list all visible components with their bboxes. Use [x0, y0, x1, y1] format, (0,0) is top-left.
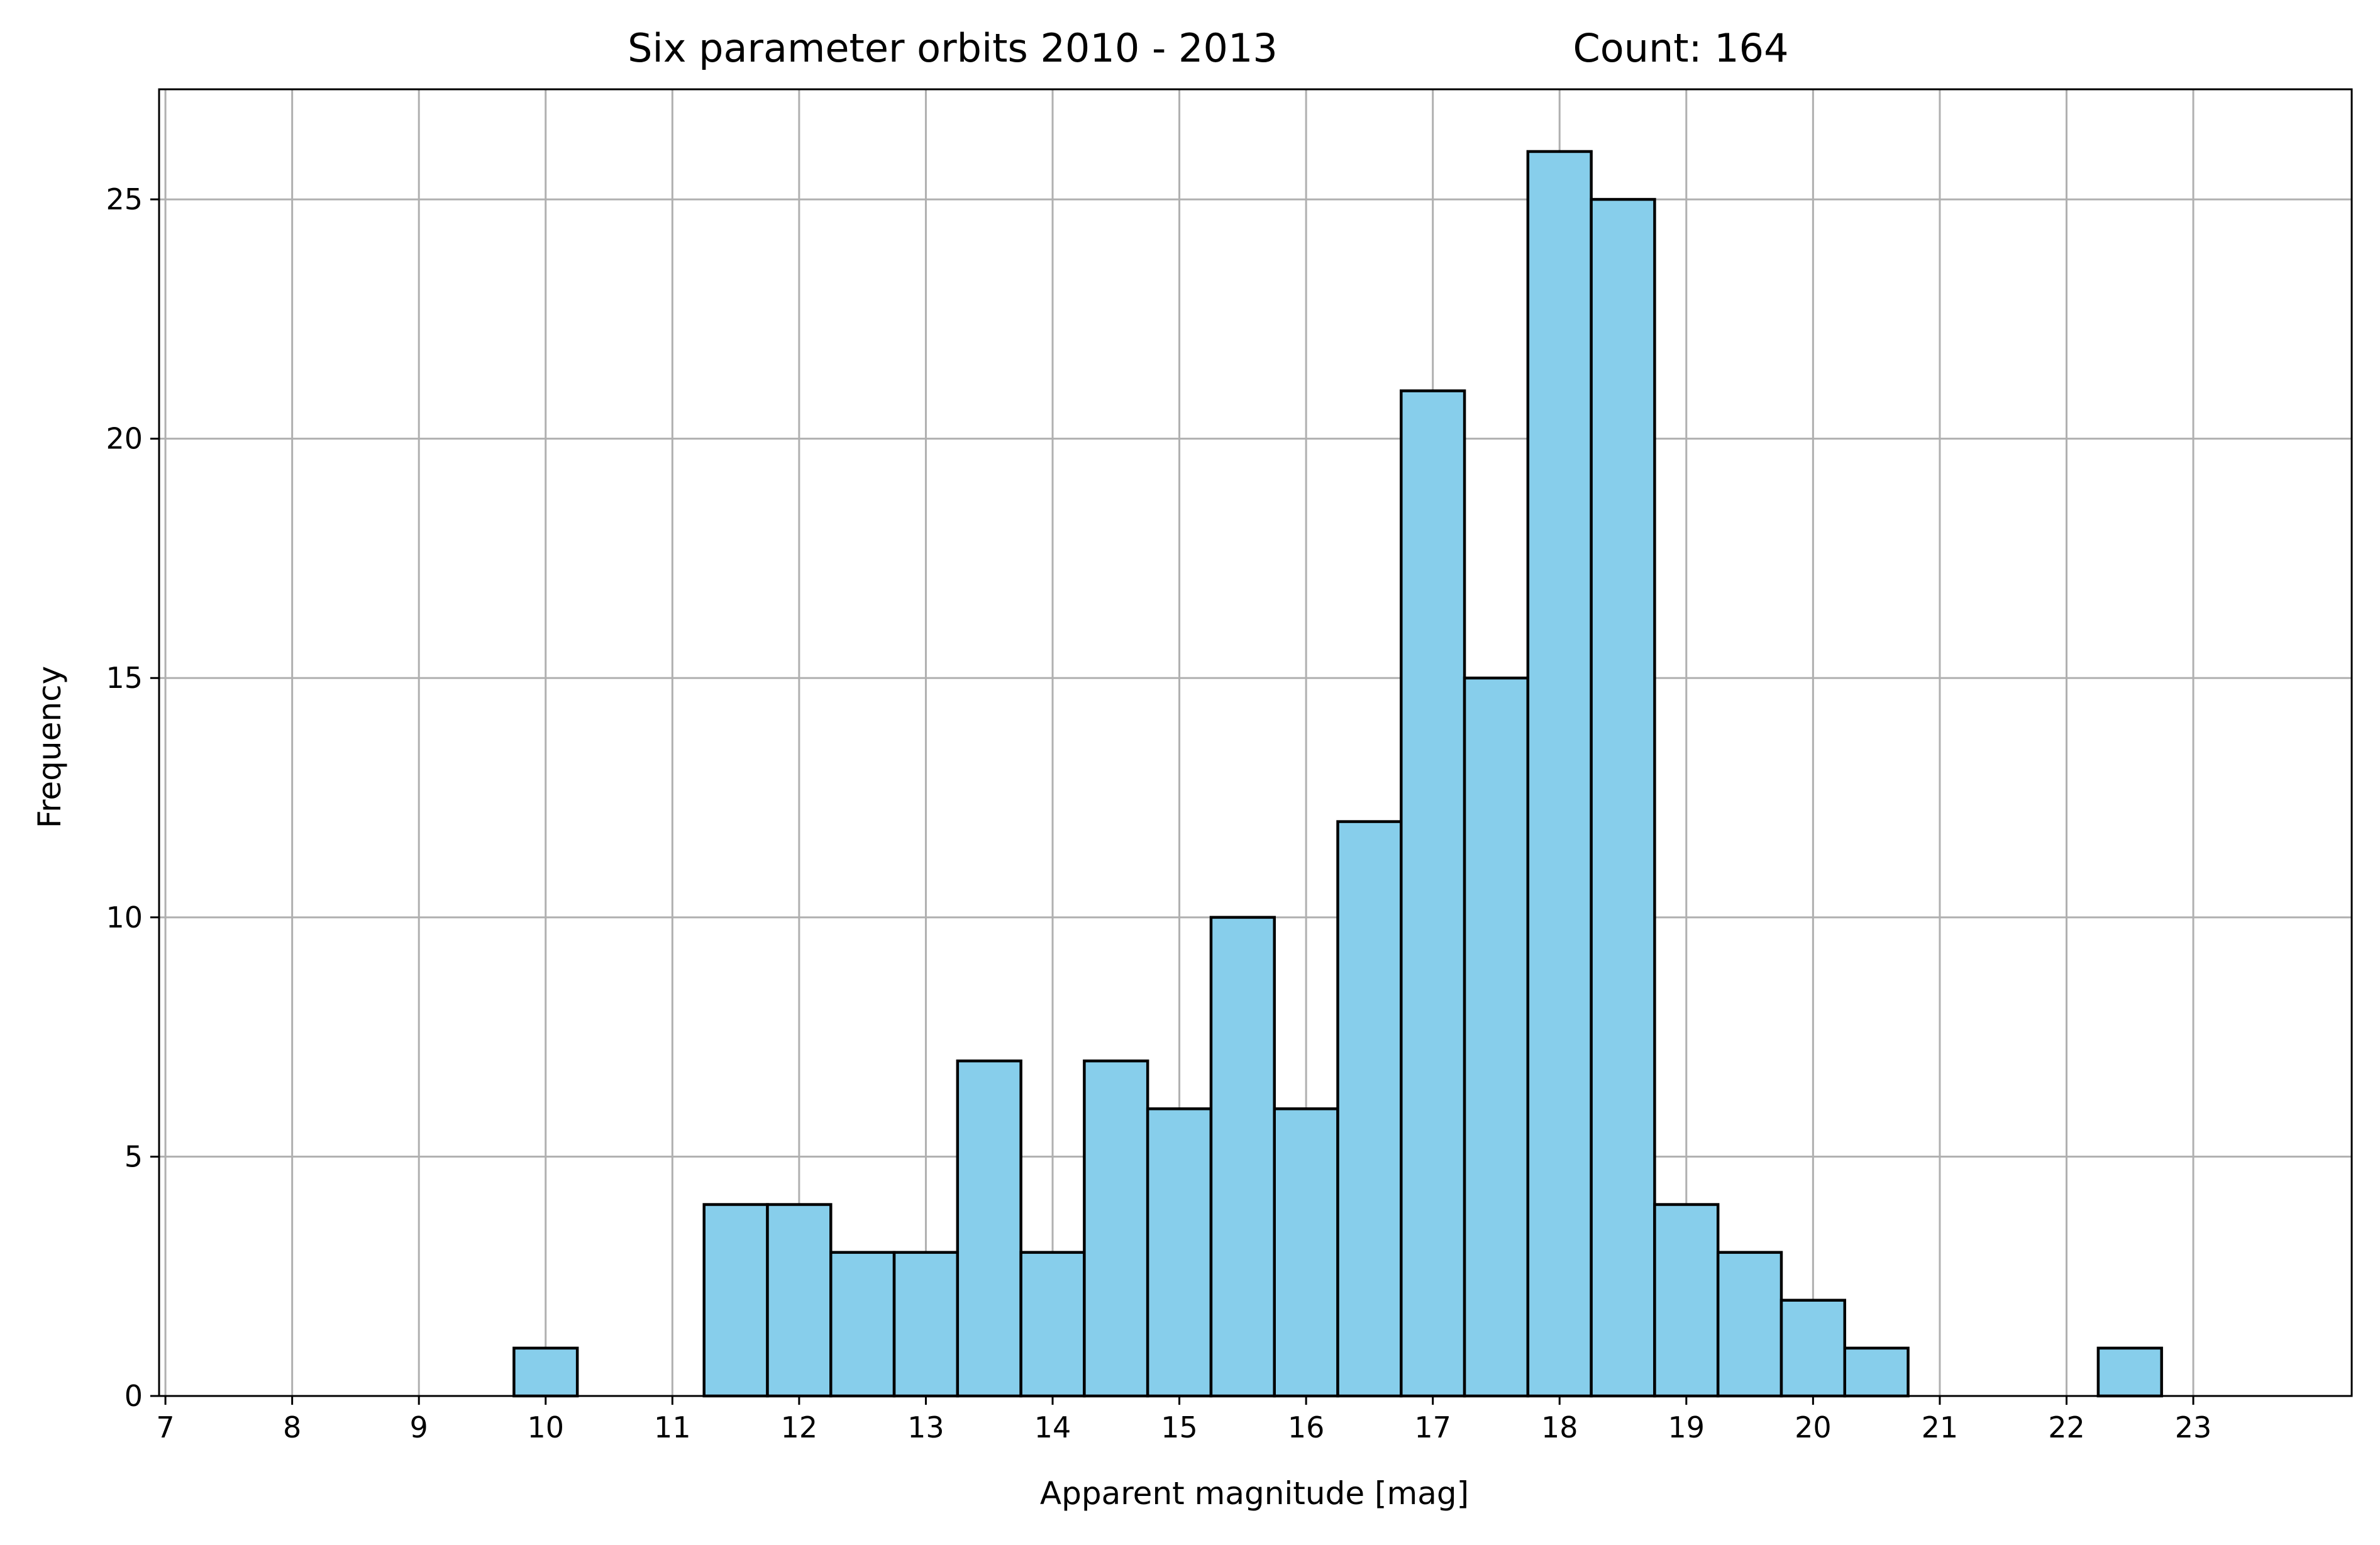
x-tick-label: 10 [527, 1410, 564, 1444]
histogram-bar [1463, 676, 1530, 1398]
y-axis-label: Frequency [31, 666, 68, 828]
histogram-bar [512, 1346, 579, 1398]
histogram-bar [1400, 389, 1466, 1398]
histogram-bar [1146, 1107, 1213, 1398]
y-tick-label: 5 [125, 1139, 143, 1173]
y-tick-label: 20 [106, 422, 143, 456]
histogram-bar [1209, 916, 1276, 1398]
plot-frame [158, 88, 2353, 1397]
histogram-bar [1336, 820, 1403, 1398]
histogram-bar [1083, 1059, 1149, 1398]
x-tick-label: 16 [1288, 1410, 1325, 1444]
histogram-bar [2096, 1346, 2163, 1398]
x-tick-label: 7 [156, 1410, 174, 1444]
histogram-bar [1716, 1251, 1783, 1398]
histogram-bar [892, 1251, 960, 1398]
histogram-bars [512, 150, 2163, 1398]
x-tick-label: 19 [1668, 1410, 1705, 1444]
histogram-bar [1653, 1203, 1720, 1398]
x-tick-label: 8 [283, 1410, 301, 1444]
y-tick-label: 10 [106, 900, 143, 934]
x-tick-label: 20 [1795, 1410, 1832, 1444]
chart-count-label: Count: 164 [1573, 25, 1788, 71]
x-tick-label: 17 [1414, 1410, 1451, 1444]
x-tick-label: 14 [1034, 1410, 1071, 1444]
x-tick-label: 11 [654, 1410, 691, 1444]
histogram-bar [1843, 1346, 1910, 1398]
x-tick-label: 21 [1922, 1410, 1959, 1444]
histogram-bar [956, 1059, 1022, 1398]
chart-title: Six parameter orbits 2010 - 2013 [628, 25, 1278, 71]
histogram-bar [1019, 1251, 1086, 1398]
x-tick-label: 23 [2175, 1410, 2212, 1444]
x-tick-label: 15 [1161, 1410, 1198, 1444]
histogram-bar [1590, 197, 1656, 1398]
histogram-bar [829, 1251, 896, 1398]
histogram-bar [1779, 1299, 1847, 1398]
histogram-bar [1273, 1107, 1339, 1398]
x-tick-label: 9 [410, 1410, 428, 1444]
x-axis-label: Apparent magnitude [mag] [1040, 1475, 1469, 1512]
histogram-bar [1526, 150, 1593, 1398]
x-tick-label: 12 [781, 1410, 818, 1444]
histogram-bar [766, 1203, 833, 1398]
x-tick-label: 22 [2048, 1410, 2085, 1444]
y-tick-label: 15 [106, 661, 143, 695]
axis-ticks: 7 8 9 10 11 12 13 14 15 16 17 18 19 20 21 22 23 0 5 10 15 20 2… [106, 182, 2211, 1444]
histogram-bar [702, 1203, 769, 1398]
x-tick-label: 13 [907, 1410, 944, 1444]
y-tick-label: 0 [125, 1379, 143, 1413]
y-tick-label: 25 [106, 182, 143, 216]
x-tick-label: 18 [1541, 1410, 1578, 1444]
